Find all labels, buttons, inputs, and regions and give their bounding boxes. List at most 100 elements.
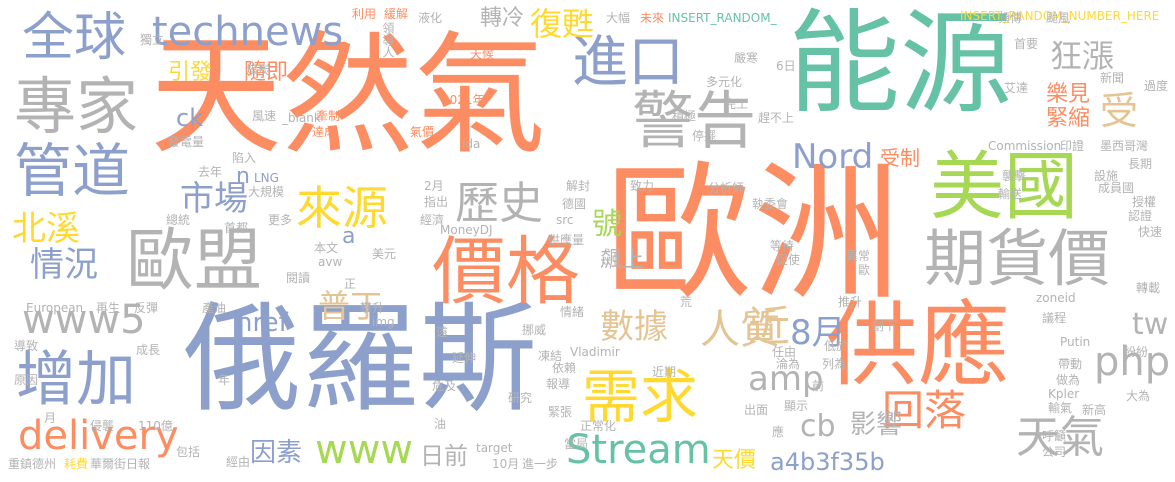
word: 價格 [432,229,580,315]
word: 致力 [630,179,655,193]
word: 市場 [180,179,248,219]
word: 本文 [314,241,339,255]
word: 油 [434,417,447,431]
word: 來源 [296,181,388,235]
word: 新高 [1082,403,1107,417]
word: 經由 [226,455,251,469]
word: 美國 [930,144,1078,230]
word: Vladimir [570,345,620,359]
word: 牽制 [316,109,341,123]
word: 歐洲 [605,148,901,320]
word: 更多 [268,213,293,227]
word: 執委會 [752,197,789,211]
word: 重鎮德州 [8,457,57,471]
word: 去年 [198,165,223,179]
word: 耗費 [64,457,89,471]
word: 導致 [14,339,39,353]
word: 近期 [652,365,677,379]
word: 凍結 [538,349,563,363]
word: 閱讀 [286,271,311,285]
word: 輸氣 [1048,401,1073,415]
word: 創下 [872,319,897,333]
word: 列為 [822,357,847,371]
word: delivery [18,413,179,459]
word: avw [318,255,343,269]
word: 延伸 [452,351,477,365]
word: 全球 [22,8,127,68]
word: Kpler [1048,387,1080,401]
word: 需求 [582,363,699,431]
word: 10月 [492,457,520,471]
word: 利用 [352,7,377,21]
word: 長期 [1128,157,1153,171]
word: 原因 [14,373,39,387]
word: 印證 [1060,139,1085,153]
word: 未來 [640,11,665,25]
word: target [476,441,513,455]
word: 供應 [826,292,1011,399]
word: 正常化 [580,419,617,433]
word: 再生 [96,301,121,315]
word: 成員國 [1098,181,1135,195]
word: 輸送 [998,187,1023,201]
word: 授權 [1132,195,1157,209]
word: 2021年 [442,93,485,107]
word: Commission [988,139,1062,153]
word: 危及 [432,379,457,393]
word: 墨西哥灣 [1100,139,1149,153]
word: 新聞 [1100,71,1125,85]
word: 因素 [250,438,303,468]
word: 風速 [252,109,277,123]
word: 日前 [420,442,468,470]
word: php [1094,339,1171,385]
word: 數據 [600,307,668,347]
word: 緊張 [548,405,573,419]
word: _blank [282,111,321,125]
word: 狂漲 [1050,37,1115,75]
word: 做為 [1056,373,1081,387]
word: 經濟 [420,213,445,227]
word: 樂見 [1046,82,1091,107]
word: tw [1132,307,1169,342]
word: 頻傳 [998,11,1023,25]
word: 德國 [562,197,587,211]
word: 異常 [846,249,871,263]
word: 多元化 [706,75,743,89]
word: 氣價 [410,125,435,139]
word: 天價 [712,448,757,473]
word: 淪為 [776,357,801,371]
word: 年 [218,373,231,387]
word: 6日 [776,59,796,73]
word: 8月 [790,313,846,353]
word: 液化 [418,11,443,25]
word: 煤炭 [246,63,271,77]
word: 停擺 [692,129,717,143]
word: 轉載 [1136,281,1161,295]
word: 設施 [1094,169,1119,183]
word: 復甦 [530,5,595,43]
word: 嚴寒 [734,51,759,65]
word: 受制 [880,146,920,170]
word: 任由 [772,345,797,359]
word: 警告 [632,84,757,157]
word: 月 [44,411,57,425]
word: 分析師 [708,181,745,195]
word: 增加 [16,345,136,415]
word: 挪威 [522,323,547,337]
word: 攀升 [360,301,385,315]
word: a [342,224,356,249]
word: 紛紛 [1124,345,1149,359]
word: 低於 [824,339,849,353]
word: 正 [344,277,357,291]
word: 供應量 [548,233,585,247]
word: 首都 [224,221,249,235]
word: 近 [748,302,791,351]
word: 艾達 [1004,81,1029,95]
word: 天候 [470,47,495,61]
word: src [556,213,574,227]
word: 號 [592,207,622,242]
word: 帶動 [1058,357,1083,371]
word: Putin [1060,335,1091,349]
word: 侵襲 [90,419,115,433]
